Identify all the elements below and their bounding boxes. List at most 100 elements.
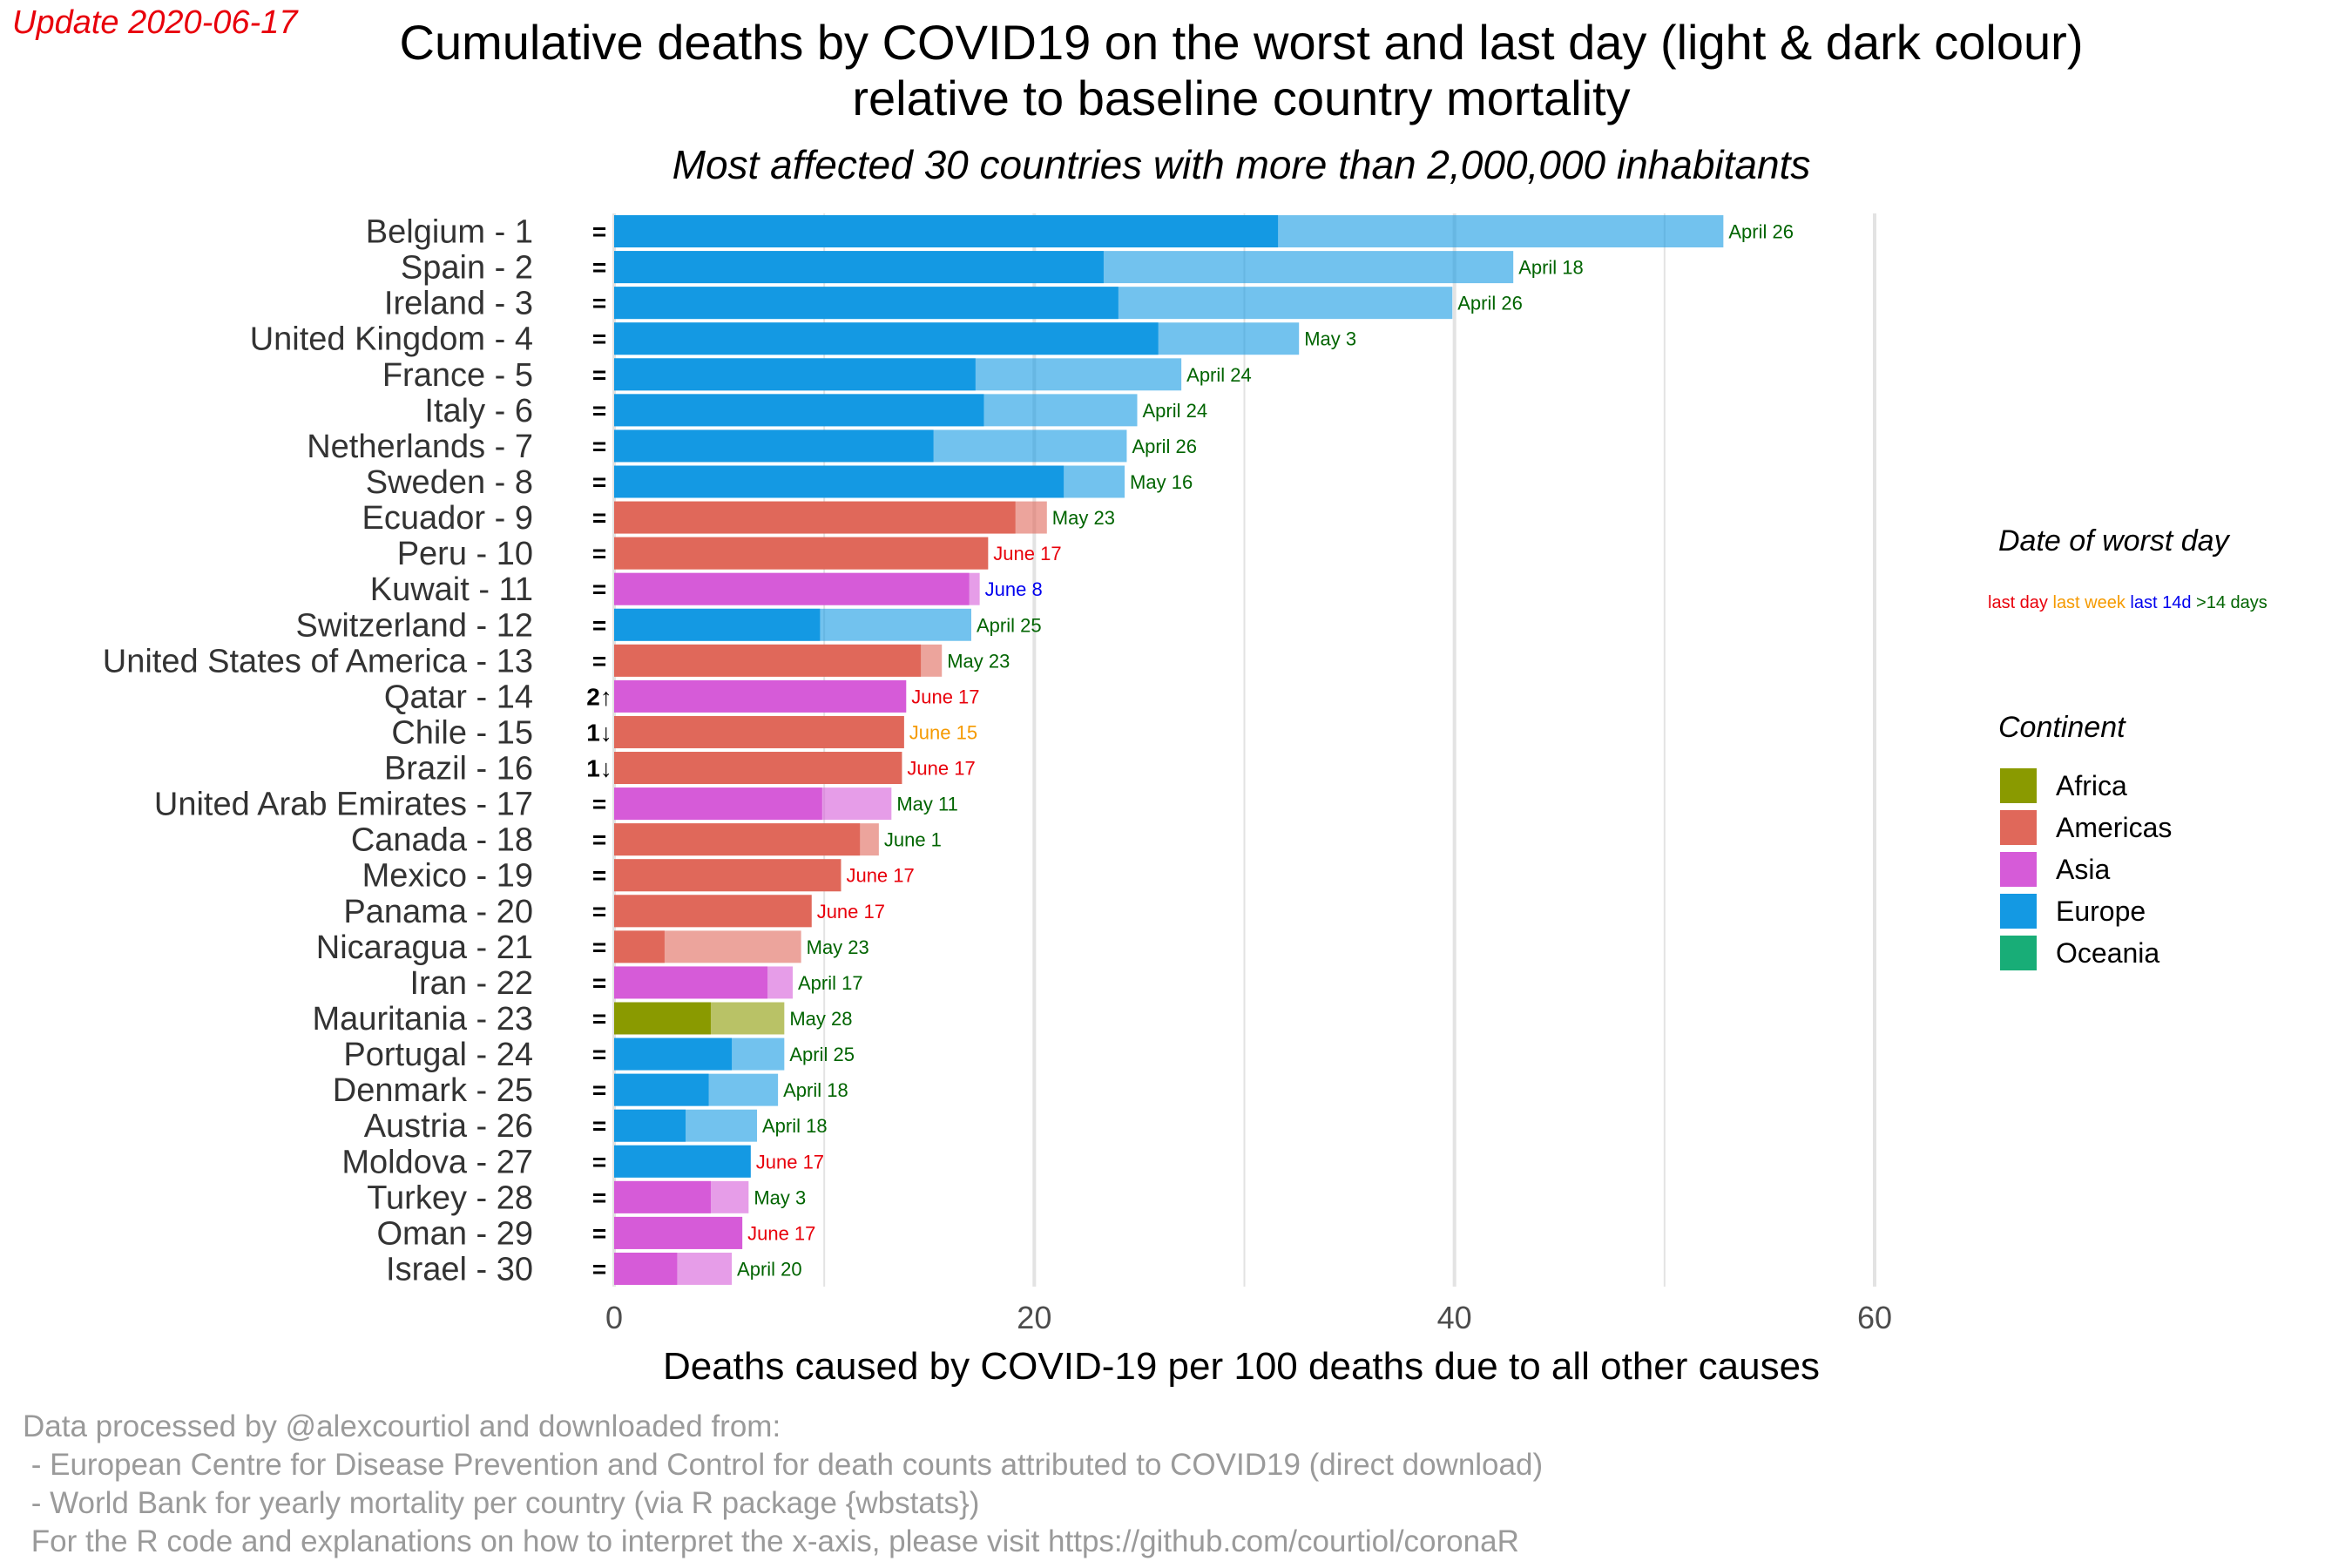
rank-change-label: =	[592, 576, 606, 603]
legend-swatch	[2000, 768, 2037, 803]
country-label: United Arab Emirates - 17	[154, 787, 533, 823]
rank-change-label: =	[592, 290, 606, 317]
rank-change-label: =	[592, 898, 606, 925]
bar-last-day	[614, 608, 821, 641]
country-label: France - 5	[382, 357, 533, 394]
caption-line: For the R code and explanations on how t…	[23, 1524, 1519, 1558]
caption-line: - World Bank for yearly mortality per co…	[23, 1486, 979, 1520]
rank-change-label: =	[592, 1184, 606, 1211]
country-labels-group: Belgium - 1 = April 26 Spain - 2 = April 18 Ir…	[103, 214, 1794, 1288]
worst-date-label: June 17	[907, 758, 975, 780]
worst-date-label: June 8	[985, 578, 1043, 600]
country-label: United States of America - 13	[103, 643, 533, 679]
x-tick-label: 60	[1857, 1300, 1892, 1335]
rank-change-label: =	[592, 827, 606, 854]
bar-last-day	[614, 1037, 733, 1071]
country-label: Switzerland - 12	[296, 607, 533, 644]
country-label: Peru - 10	[397, 536, 533, 572]
country-label: Belgium - 1	[366, 214, 533, 251]
legend-swatch	[2000, 810, 2037, 845]
rank-change-label: =	[592, 1112, 606, 1139]
rank-change-label: =	[592, 612, 606, 639]
worst-date-label: April 18	[783, 1079, 848, 1101]
country-label: Canada - 18	[351, 822, 533, 859]
country-label: Ireland - 3	[384, 286, 533, 322]
country-label: Denmark - 25	[333, 1072, 533, 1109]
legend-continent-label: Asia	[2056, 854, 2110, 885]
rank-change-label: =	[592, 326, 606, 353]
worst-date-label: April 18	[1518, 257, 1584, 279]
legend-swatch	[2000, 894, 2037, 929]
country-label: United Kingdom - 4	[250, 321, 533, 358]
country-label: Italy - 6	[424, 393, 533, 429]
rank-change-label: 2↑	[586, 683, 612, 710]
bar-last-day	[614, 859, 841, 892]
legend-continent-items: Africa Americas Asia Europe Oceania	[2000, 768, 2172, 970]
bar-last-day	[614, 1073, 709, 1106]
worst-date-label: June 1	[884, 829, 942, 851]
country-label: Mexico - 19	[362, 858, 533, 895]
bar-last-day	[614, 501, 1016, 534]
bar-last-day	[614, 966, 768, 999]
x-tick-label: 0	[605, 1300, 623, 1335]
legend-continent-label: Africa	[2056, 770, 2127, 801]
bar-last-day	[614, 322, 1159, 355]
bar-last-day	[614, 1216, 743, 1249]
rank-change-label: =	[592, 469, 606, 496]
caption-line: Data processed by @alexcourtiol and down…	[23, 1409, 781, 1443]
country-label: Moldova - 27	[341, 1144, 533, 1180]
worst-date-label: April 17	[798, 972, 863, 994]
caption-line: - European Centre for Disease Prevention…	[23, 1448, 1543, 1482]
bar-last-day	[614, 1002, 711, 1035]
country-label: Austria - 26	[364, 1108, 533, 1145]
country-label: Turkey - 28	[367, 1179, 533, 1216]
bar-last-day	[614, 465, 1064, 498]
legend-swatch	[2000, 936, 2037, 970]
country-label: Iran - 22	[409, 965, 533, 1002]
legend-continent-label: Americas	[2056, 812, 2172, 843]
country-label: Brazil - 16	[384, 751, 533, 787]
worst-date-label: May 23	[1052, 507, 1115, 529]
country-label: Sweden - 8	[366, 464, 533, 501]
grid-lines	[612, 213, 1876, 1287]
rank-change-label: =	[592, 1255, 606, 1282]
legend-continent-label: Oceania	[2056, 937, 2159, 969]
country-label: Chile - 15	[391, 714, 533, 751]
legend-continent-label: Europe	[2056, 896, 2146, 927]
rank-change-label: =	[592, 791, 606, 818]
worst-date-label: April 26	[1728, 221, 1794, 243]
legend-date-key: last day	[1988, 593, 2048, 612]
rank-change-label: =	[592, 219, 606, 246]
worst-date-label: May 28	[789, 1008, 852, 1030]
x-axis-title: Deaths caused by COVID-19 per 100 deaths…	[663, 1345, 1820, 1388]
bar-last-day	[614, 287, 1119, 320]
worst-date-label: June 17	[993, 543, 1061, 564]
rank-change-label: =	[592, 862, 606, 889]
worst-date-label: April 24	[1186, 364, 1252, 386]
worst-date-label: May 16	[1130, 471, 1193, 493]
bar-last-day	[614, 394, 984, 427]
legend-date-key: last 14d	[2126, 593, 2192, 612]
chart-title-line2: relative to baseline country mortality	[852, 71, 1630, 125]
bar-last-day	[614, 1180, 711, 1213]
bar-last-day	[614, 644, 922, 677]
worst-date-label: May 11	[896, 794, 958, 815]
country-label: Portugal - 24	[343, 1037, 533, 1073]
rank-change-label: =	[592, 362, 606, 389]
bar-last-day	[614, 429, 934, 463]
rank-change-label: =	[592, 540, 606, 567]
worst-date-label: April 20	[737, 1258, 802, 1280]
bar-last-day	[614, 537, 989, 570]
worst-date-label: May 23	[947, 650, 1010, 672]
rank-change-label: =	[592, 433, 606, 460]
country-label: Mauritania - 23	[313, 1001, 533, 1037]
worst-date-label: April 26	[1132, 436, 1197, 457]
rank-change-label: 1↓	[586, 755, 612, 782]
worst-date-label: May 3	[754, 1186, 806, 1208]
rank-change-label: =	[592, 397, 606, 424]
bar-last-day	[614, 787, 822, 821]
bar-last-day	[614, 358, 976, 391]
bar-last-day	[614, 251, 1104, 284]
country-label: Israel - 30	[386, 1251, 533, 1288]
worst-date-label: June 17	[756, 1151, 824, 1173]
